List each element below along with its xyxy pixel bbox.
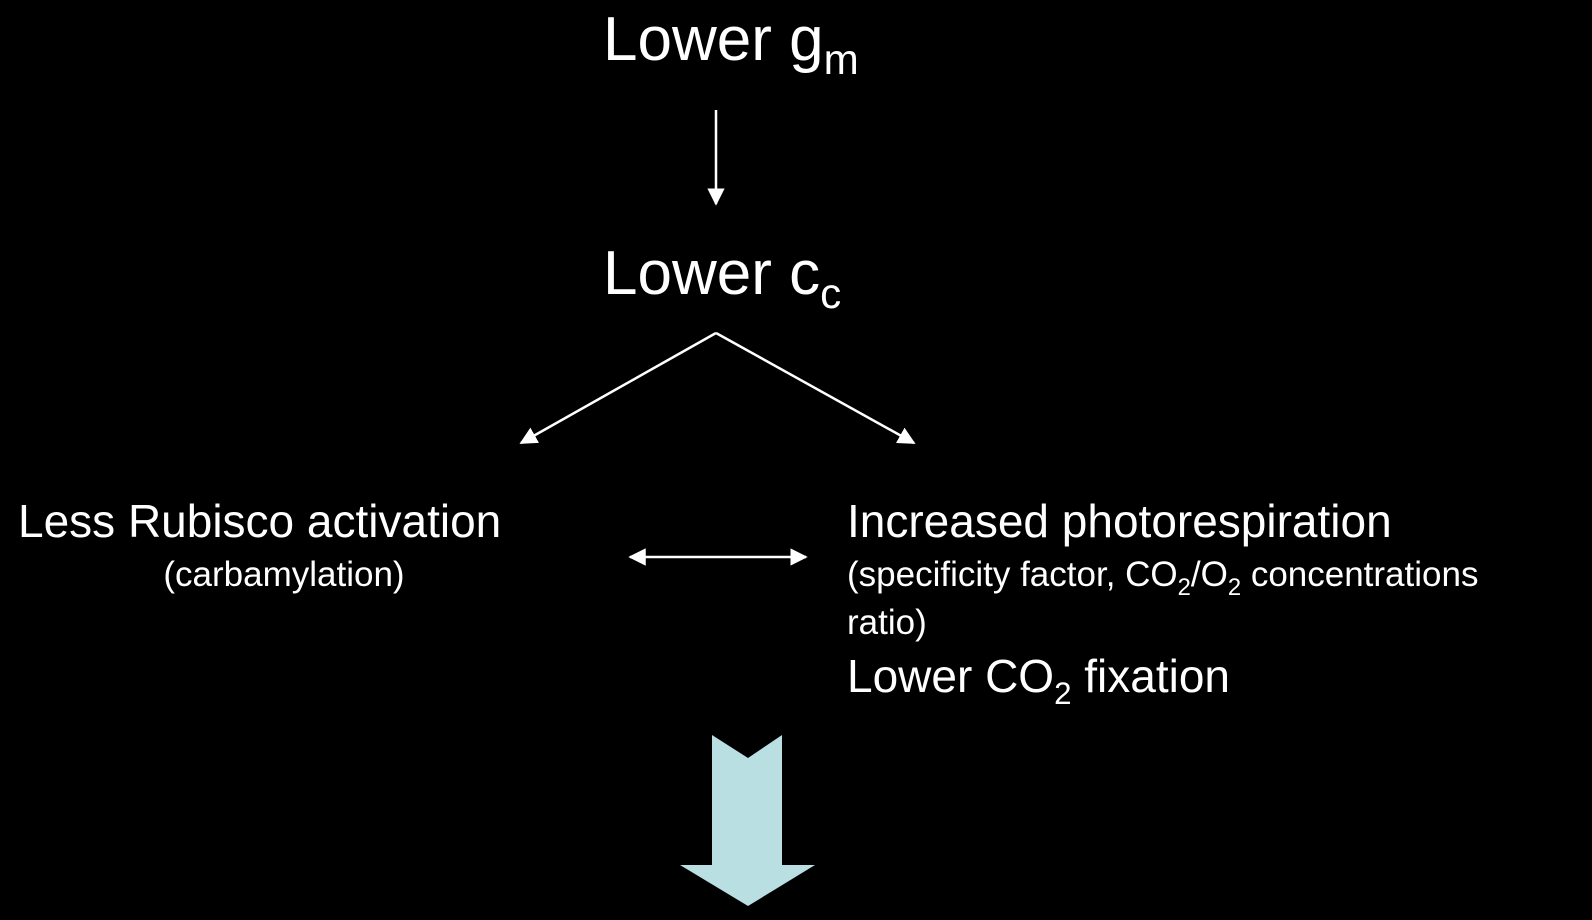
effect-part: fixation <box>1071 650 1230 702</box>
note-part: (specificity factor, CO <box>847 555 1178 594</box>
right-note-line1: (specificity factor, CO2/O2 concentratio… <box>847 555 1478 601</box>
right-note-line2: ratio) <box>847 603 927 642</box>
top-sub: m <box>824 36 859 83</box>
note-sub: 2 <box>1228 574 1241 601</box>
middle-text: Lower c <box>603 239 820 308</box>
arrow-left <box>519 331 717 445</box>
note-part: /O <box>1191 555 1228 594</box>
left-note: (carbamylation) <box>163 555 404 594</box>
top-text: Lower g <box>603 5 824 74</box>
middle-node: Lower cc <box>603 239 841 317</box>
arrow-right <box>715 331 916 445</box>
right-label: Increased photorespiration <box>847 495 1392 547</box>
middle-sub: c <box>820 270 841 317</box>
effect-part: Lower CO <box>847 650 1054 702</box>
note-part: concentrations <box>1241 555 1478 594</box>
note-sub: 2 <box>1178 574 1191 601</box>
top-node: Lower gm <box>603 5 859 83</box>
big-arrow <box>680 735 815 906</box>
left-label: Less Rubisco activation <box>18 495 501 547</box>
right-effect: Lower CO2 fixation <box>847 650 1230 711</box>
effect-sub: 2 <box>1054 676 1071 711</box>
